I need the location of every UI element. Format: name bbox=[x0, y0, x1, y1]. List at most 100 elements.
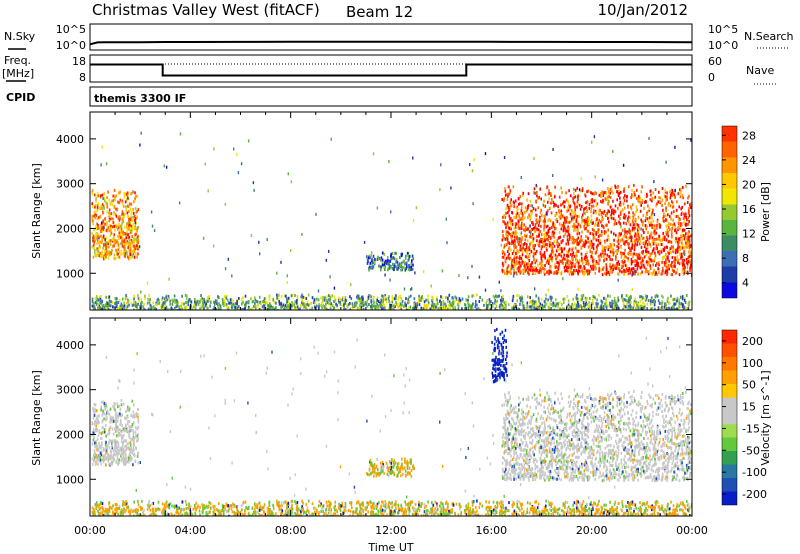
power-data-cell bbox=[556, 242, 558, 246]
power-data-cell bbox=[377, 257, 380, 261]
power-data-cell bbox=[602, 305, 605, 308]
power-data-cell bbox=[538, 271, 540, 274]
power-data-cell bbox=[539, 230, 542, 234]
velocity-data-cell bbox=[122, 402, 125, 406]
power-data-cell bbox=[382, 307, 385, 310]
power-data-cell bbox=[296, 302, 299, 306]
power-data-cell bbox=[658, 190, 660, 194]
power-data-cell bbox=[188, 298, 190, 302]
power-data-cell bbox=[375, 301, 378, 305]
power-data-cell bbox=[682, 303, 684, 307]
power-data-cell bbox=[640, 218, 642, 222]
power-data-cell bbox=[136, 194, 139, 198]
power-data-cell bbox=[651, 226, 653, 229]
power-data-cell bbox=[502, 234, 504, 237]
power-data-cell bbox=[631, 287, 633, 291]
power-data-cell bbox=[137, 226, 139, 230]
power-data-cell bbox=[690, 206, 692, 209]
power-data-cell bbox=[322, 296, 324, 299]
power-data-cell bbox=[684, 234, 686, 238]
power-data-cell bbox=[527, 206, 529, 210]
power-data-cell bbox=[578, 231, 581, 235]
power-data-cell bbox=[138, 245, 141, 249]
power-data-cell bbox=[552, 250, 555, 254]
power-data-cell bbox=[686, 261, 688, 265]
power-data-cell bbox=[686, 270, 689, 274]
power-data-cell bbox=[508, 252, 510, 256]
power-data-cell bbox=[669, 204, 672, 208]
velocity-data-cell bbox=[125, 453, 127, 457]
power-data-cell bbox=[601, 190, 603, 194]
power-data-cell bbox=[226, 305, 228, 309]
power-data-cell bbox=[164, 300, 167, 303]
power-data-cell bbox=[553, 308, 556, 310]
power-data-cell bbox=[503, 199, 505, 203]
power-data-cell bbox=[586, 199, 589, 203]
power-data-cell bbox=[121, 210, 124, 214]
power-data-cell bbox=[161, 304, 163, 308]
power-data-cell bbox=[672, 245, 674, 249]
velocity-data-cell bbox=[105, 445, 107, 449]
power-data-cell bbox=[689, 234, 692, 238]
power-data-cell bbox=[501, 261, 504, 265]
power-data-cell bbox=[103, 199, 106, 203]
power-data-cell bbox=[114, 198, 116, 202]
power-data-cell bbox=[436, 296, 438, 300]
power-data-cell bbox=[627, 269, 629, 272]
power-data-cell bbox=[562, 225, 565, 228]
power-data-cell bbox=[116, 253, 119, 256]
power-data-cell bbox=[588, 217, 590, 221]
power-data-cell bbox=[621, 297, 624, 301]
power-data-cell bbox=[392, 262, 394, 266]
power-data-cell bbox=[612, 212, 615, 216]
power-data-cell bbox=[196, 299, 199, 303]
power-data-cell bbox=[683, 216, 685, 220]
power-data-cell bbox=[582, 306, 585, 310]
velocity-data-cell bbox=[100, 405, 102, 409]
power-data-cell bbox=[314, 301, 317, 305]
power-data-cell bbox=[519, 237, 521, 241]
power-data-cell bbox=[585, 201, 587, 205]
power-data-cell bbox=[577, 242, 579, 246]
power-data-cell bbox=[628, 211, 630, 215]
power-data-cell bbox=[678, 218, 680, 222]
power-data-cell bbox=[690, 138, 692, 142]
velocity-data-cell bbox=[128, 432, 131, 436]
power-data-cell bbox=[117, 200, 119, 204]
power-data-cell bbox=[501, 251, 504, 255]
power-data-cell bbox=[129, 207, 132, 211]
power-data-cell bbox=[527, 271, 529, 275]
power-data-cell bbox=[97, 308, 100, 310]
power-data-cell bbox=[580, 252, 583, 256]
power-data-cell bbox=[388, 300, 391, 304]
power-ytick-label: 4000 bbox=[56, 133, 84, 146]
power-data-cell bbox=[612, 209, 614, 213]
power-data-cell bbox=[94, 248, 96, 252]
velocity-data-cell bbox=[96, 437, 99, 441]
power-data-cell bbox=[126, 240, 128, 244]
power-data-cell bbox=[640, 190, 643, 194]
power-data-cell bbox=[181, 307, 184, 310]
power-data-cell bbox=[134, 227, 136, 231]
power-data-cell bbox=[388, 160, 390, 164]
power-data-cell bbox=[550, 307, 553, 310]
power-data-cell bbox=[222, 302, 224, 306]
power-data-cell bbox=[505, 226, 507, 230]
power-data-cell bbox=[477, 307, 480, 310]
velocity-data-cell bbox=[128, 408, 130, 412]
power-data-cell bbox=[637, 256, 640, 260]
power-data-cell bbox=[162, 307, 164, 310]
power-data-cell bbox=[509, 220, 511, 224]
power-data-cell bbox=[570, 194, 572, 198]
power-data-cell bbox=[655, 271, 657, 275]
power-data-cell bbox=[637, 215, 640, 219]
power-data-cell bbox=[610, 186, 613, 190]
power-colorbar-frame bbox=[721, 125, 738, 299]
power-data-cell bbox=[504, 271, 506, 275]
power-data-cell bbox=[356, 295, 358, 299]
power-data-cell bbox=[601, 232, 603, 236]
power-data-cell bbox=[393, 265, 395, 268]
power-data-cell bbox=[651, 239, 654, 243]
power-data-cell bbox=[582, 293, 585, 297]
power-data-cell bbox=[539, 266, 542, 270]
